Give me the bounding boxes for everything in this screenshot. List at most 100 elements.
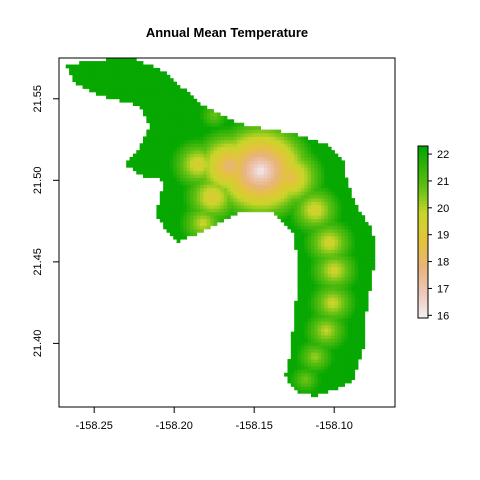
raster-cell	[166, 139, 171, 144]
raster-cell	[344, 263, 349, 267]
raster-cell	[311, 180, 315, 185]
raster-cell	[334, 153, 339, 158]
raster-cell	[163, 98, 167, 103]
raster-cell	[351, 201, 356, 206]
raster-cell	[243, 194, 248, 199]
raster-cell	[321, 242, 325, 247]
raster-cell	[358, 211, 362, 216]
raster-cell	[186, 95, 191, 100]
raster-cell	[314, 365, 319, 370]
raster-cell	[354, 290, 359, 295]
legend-swatch	[418, 252, 428, 256]
raster-cell	[354, 263, 359, 267]
raster-cell	[119, 78, 124, 83]
raster-cell	[126, 74, 130, 79]
raster-cell	[304, 156, 309, 161]
raster-cell	[200, 198, 204, 202]
raster-cell	[179, 143, 184, 148]
raster-cell	[193, 98, 198, 103]
raster-cell	[277, 174, 282, 178]
raster-cell	[294, 136, 298, 141]
raster-cell	[307, 266, 312, 271]
raster-cell	[173, 91, 177, 96]
raster-cell	[250, 126, 255, 130]
raster-cell	[263, 156, 268, 161]
raster-cell	[344, 198, 349, 202]
raster-cell	[176, 211, 181, 216]
raster-cell	[351, 208, 356, 213]
raster-cell	[314, 156, 319, 161]
raster-cell	[193, 156, 198, 161]
raster-cell	[304, 180, 309, 185]
raster-cell	[324, 383, 329, 387]
raster-cell	[220, 160, 225, 165]
raster-cell	[169, 187, 174, 192]
raster-cell	[327, 156, 332, 161]
raster-cell	[300, 362, 305, 367]
raster-cell	[334, 270, 339, 274]
raster-cell	[368, 273, 372, 278]
raster-cell	[223, 201, 228, 206]
raster-cell	[139, 91, 144, 96]
raster-cell	[183, 180, 188, 185]
raster-cell	[149, 64, 154, 69]
raster-cell	[227, 129, 231, 134]
raster-cell	[361, 235, 366, 240]
raster-cell	[227, 198, 231, 202]
raster-cell	[186, 198, 191, 202]
raster-cell	[327, 348, 332, 353]
raster-cell	[240, 208, 245, 213]
raster-cell	[203, 119, 208, 124]
raster-cell	[337, 232, 342, 237]
raster-cell	[307, 150, 312, 154]
raster-cell	[139, 170, 144, 175]
raster-cell	[186, 208, 191, 213]
raster-cell	[351, 215, 356, 220]
raster-cell	[206, 136, 211, 141]
raster-cell	[290, 211, 295, 216]
raster-cell	[297, 328, 302, 333]
raster-cell	[314, 235, 319, 240]
raster-cell	[300, 252, 305, 257]
raster-cell	[200, 218, 204, 223]
raster-cell	[243, 167, 248, 172]
raster-cell	[210, 204, 214, 209]
raster-cell	[314, 204, 319, 209]
raster-cell	[324, 225, 329, 230]
raster-cell	[89, 74, 93, 79]
raster-cell	[314, 150, 319, 154]
raster-cell	[317, 389, 322, 394]
raster-cell	[277, 187, 282, 192]
raster-cell	[240, 146, 245, 151]
raster-cell	[317, 211, 322, 216]
raster-cell	[243, 201, 248, 206]
raster-cell	[354, 328, 359, 333]
raster-cell	[364, 287, 369, 291]
raster-cell	[257, 174, 261, 178]
raster-cell	[284, 201, 288, 206]
raster-cell	[297, 222, 302, 226]
raster-cell	[220, 201, 225, 206]
raster-cell	[324, 324, 329, 329]
legend-swatch	[418, 189, 428, 193]
raster-cell	[321, 355, 325, 360]
raster-cell	[129, 95, 134, 100]
raster-cell	[351, 280, 356, 285]
raster-cell	[95, 64, 100, 69]
raster-cell	[233, 167, 238, 172]
raster-cell	[324, 270, 329, 274]
raster-cell	[304, 314, 309, 319]
raster-cell	[270, 153, 275, 158]
raster-cell	[331, 300, 335, 305]
raster-cell	[280, 150, 285, 154]
raster-cell	[136, 102, 141, 107]
raster-cell	[347, 225, 352, 230]
raster-cell	[169, 133, 174, 137]
raster-cell	[260, 139, 265, 144]
raster-cell	[297, 293, 302, 298]
raster-cell	[129, 160, 134, 165]
raster-cell	[267, 133, 272, 137]
raster-cell	[307, 287, 312, 291]
raster-cell	[321, 167, 325, 172]
raster-cell	[280, 156, 285, 161]
